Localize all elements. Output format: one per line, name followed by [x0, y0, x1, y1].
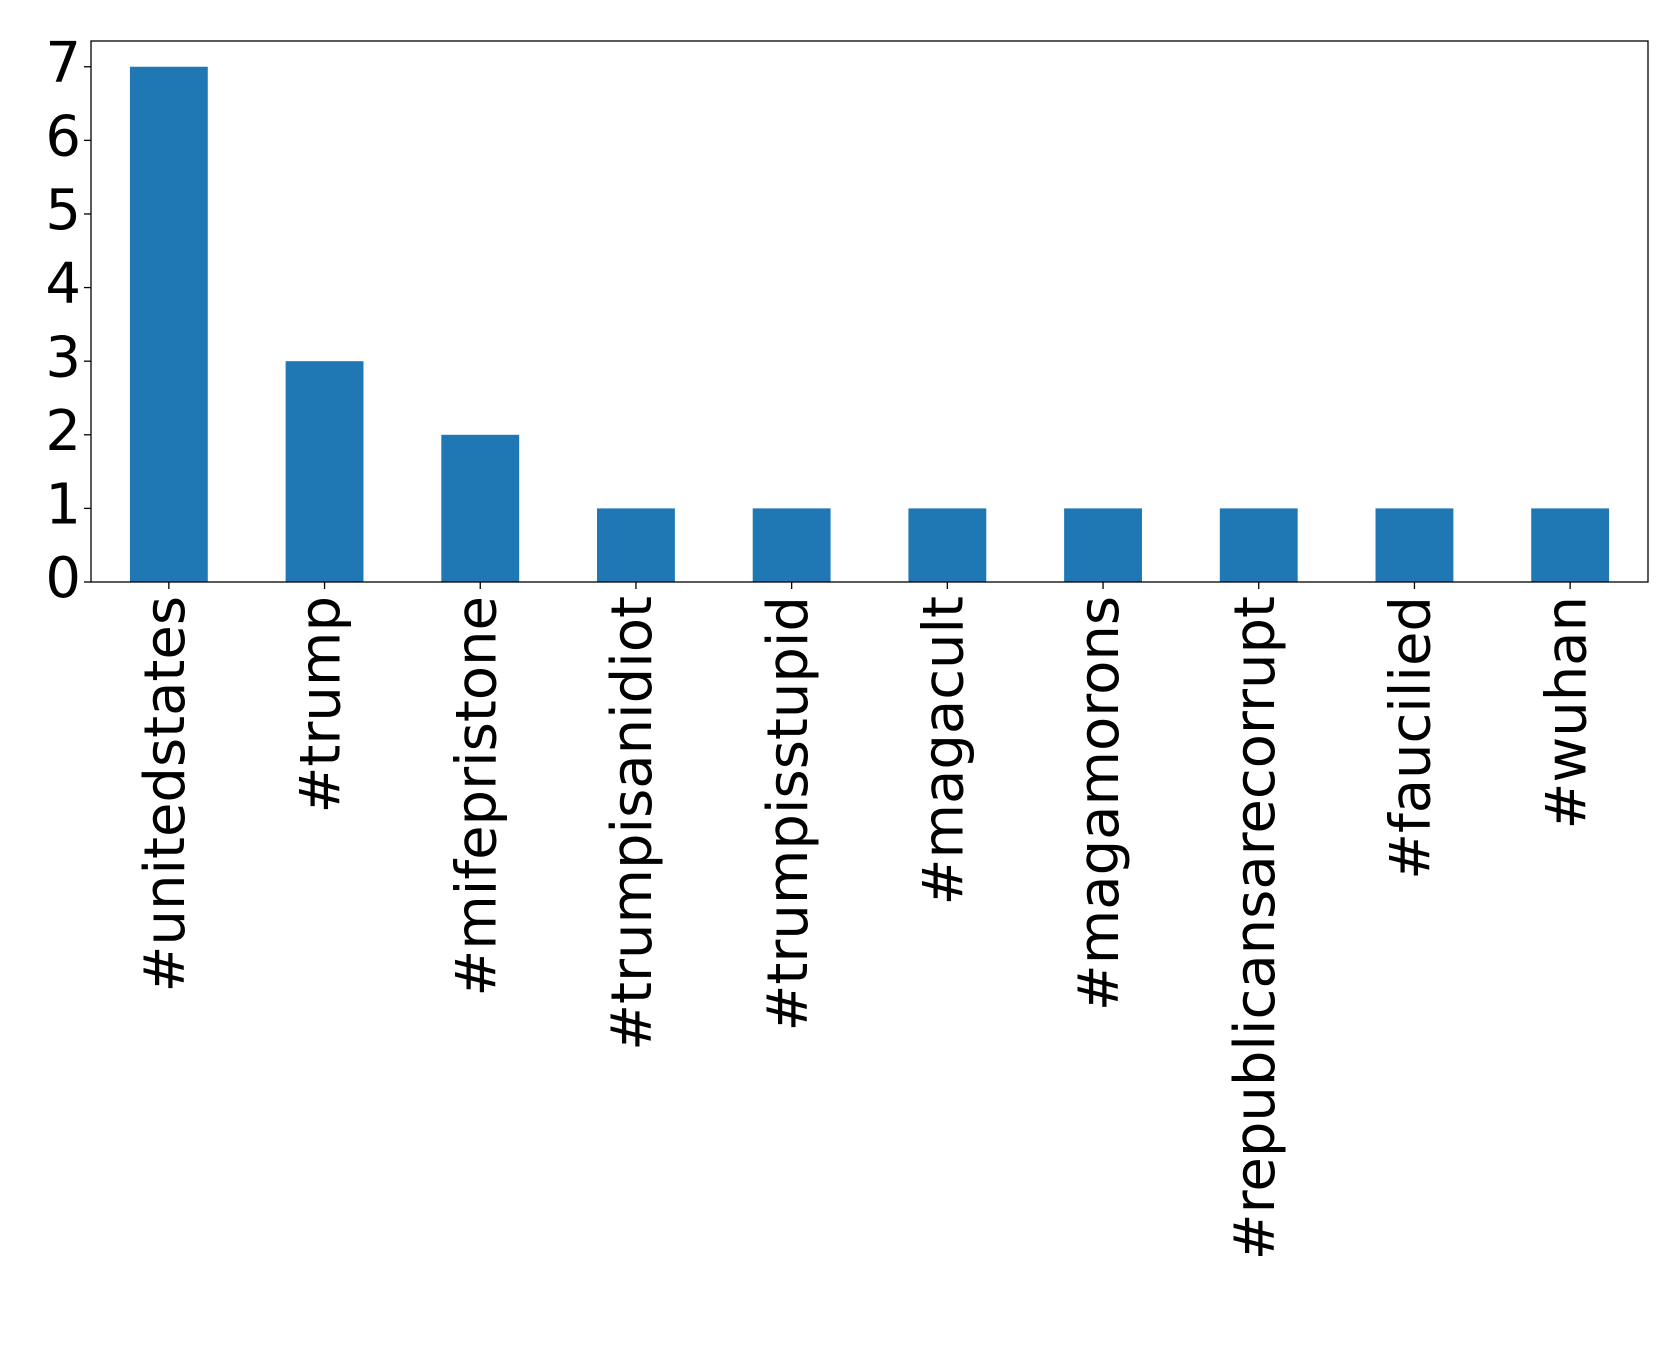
- bar: [441, 434, 520, 582]
- bar: [129, 66, 208, 582]
- y-tick-label: 1: [45, 473, 81, 538]
- bar: [1531, 508, 1610, 582]
- x-tick-label: #magacult: [911, 596, 976, 905]
- x-tick-label: #faucilied: [1379, 596, 1444, 880]
- y-tick-label: 2: [45, 399, 81, 464]
- y-tick-label: 4: [45, 252, 81, 317]
- y-tick-label: 0: [45, 546, 81, 611]
- y-tick-label: 5: [45, 178, 81, 243]
- x-tick-label: #trumpisanidiot: [600, 596, 665, 1051]
- x-tick-label: #trump: [289, 596, 354, 814]
- plot-frame: [90, 40, 1649, 583]
- bar: [908, 508, 987, 582]
- x-tick-label: #unitedstates: [133, 596, 198, 992]
- x-tick-label: #republicansarecorrupt: [1223, 596, 1288, 1260]
- bar: [1219, 508, 1298, 582]
- bar: [752, 508, 831, 582]
- bar: [1064, 508, 1142, 582]
- y-tick-label: 6: [45, 105, 81, 170]
- x-tick-label: #trumpisstupid: [756, 596, 821, 1032]
- x-tick-label: #magamorons: [1067, 596, 1132, 1011]
- bar: [597, 508, 675, 582]
- x-tick-label: #mifepristone: [444, 596, 509, 997]
- y-tick-label: 7: [45, 31, 81, 96]
- y-tick-label: 3: [45, 325, 81, 390]
- bar: [285, 361, 364, 582]
- x-tick-label: #wuhan: [1534, 596, 1599, 830]
- bar: [1375, 508, 1454, 582]
